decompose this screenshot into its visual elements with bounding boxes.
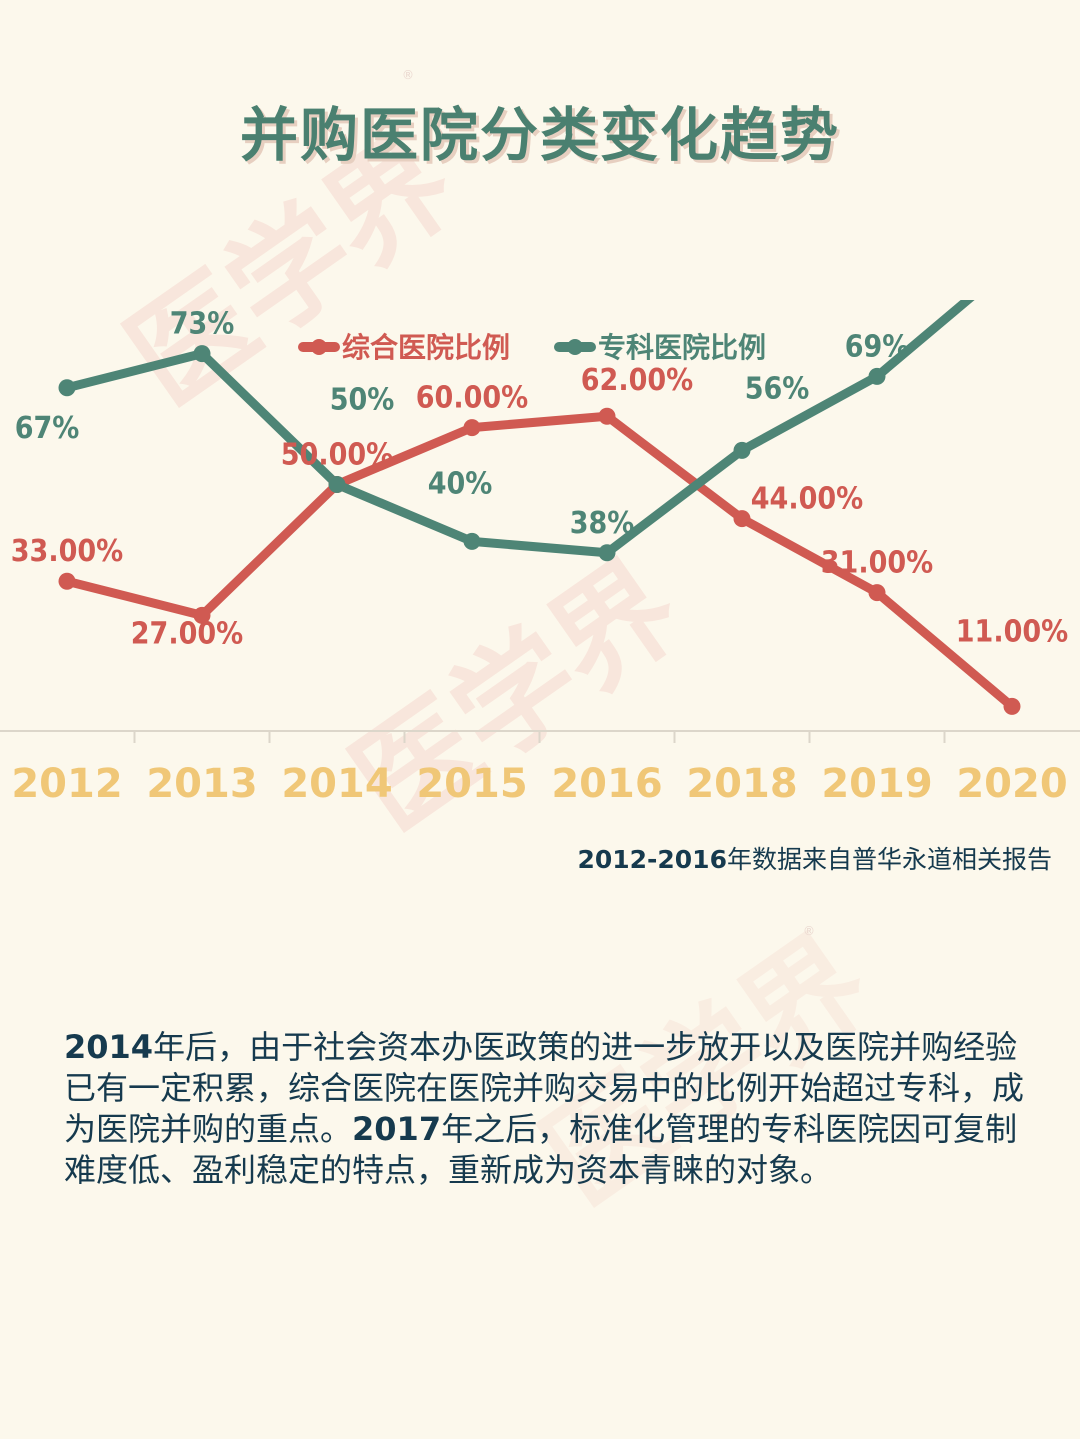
data-point-specialty-2013 — [193, 345, 211, 363]
description-year-2014: 2014 — [64, 1028, 154, 1066]
data-point-specialty-2012 — [58, 379, 76, 397]
x-tick-label-2016: 2016 — [551, 761, 662, 807]
x-tick-label-2012: 2012 — [11, 761, 122, 807]
data-point-specialty-2016 — [598, 544, 616, 562]
x-tick-label-2014: 2014 — [281, 761, 392, 807]
data-point-general-2012 — [58, 572, 76, 590]
watermark-registered-mark: ® — [402, 68, 414, 82]
legend: 综合医院比例 专科医院比例 — [298, 331, 766, 364]
source-years: 2012-2016 — [577, 845, 727, 874]
data-point-general-2015 — [463, 419, 481, 437]
x-axis-ticks — [133, 731, 946, 743]
data-label-general-2013: 27.00% — [131, 616, 243, 651]
data-label-specialty-2016: 38% — [570, 506, 635, 541]
watermark-registered-mark: ® — [803, 924, 815, 938]
data-label-specialty-2015: 40% — [428, 466, 493, 501]
x-tick-label-2019: 2019 — [821, 761, 932, 807]
data-label-specialty-2018: 56% — [745, 371, 810, 406]
data-label-general-2014: 50.00% — [281, 438, 393, 473]
data-label-general-2012: 33.00% — [11, 534, 123, 569]
description-year-2017: 2017 — [352, 1110, 442, 1148]
series-lines — [62, 300, 1017, 711]
data-label-general-2015: 60.00% — [416, 381, 528, 416]
data-source-note: 2012-2016年数据来自普华永道相关报告 — [577, 840, 1052, 876]
legend-label-general: 综合医院比例 — [342, 331, 510, 364]
legend-swatch-marker — [311, 339, 327, 355]
legend-label-specialty: 专科医院比例 — [598, 331, 766, 364]
legend-item-general-hospital: 综合医院比例 — [298, 331, 510, 364]
data-point-specialty-2019 — [868, 367, 886, 385]
data-point-specialty-2018 — [733, 441, 751, 459]
data-point-general-2020 — [1003, 697, 1021, 715]
data-labels: 33.00% 27.00% 50.00% 60.00% 62.00% 44.00% 31.0… — [11, 307, 1068, 652]
x-axis-tick-labels: 2012 2013 2014 2015 2016 2018 2019 2020 — [11, 761, 1067, 807]
series-line-general — [62, 411, 1017, 711]
data-label-general-2019: 31.00% — [821, 546, 933, 581]
x-tick-label-2013: 2013 — [146, 761, 257, 807]
x-tick-label-2015: 2015 — [416, 761, 527, 807]
data-label-specialty-2014: 50% — [330, 383, 395, 418]
data-point-general-2019 — [868, 584, 886, 602]
data-point-specialty-2014 — [328, 476, 346, 493]
data-points — [58, 345, 1021, 715]
data-point-general-2013 — [193, 606, 211, 624]
data-point-specialty-2015 — [463, 532, 481, 550]
legend-swatch-marker — [567, 339, 583, 355]
x-tick-label-2020: 2020 — [956, 761, 1067, 807]
series-line-specialty — [62, 300, 975, 558]
data-label-specialty-2013: 73% — [170, 307, 235, 342]
legend-item-specialty-hospital: 专科医院比例 — [554, 331, 766, 364]
description-text-1: 年后，由于社会资本办医政策的进一步放开以及医院并购经验已有一定积累，综合医院在医… — [64, 1028, 1025, 1148]
chart-title: 并购医院分类变化趋势 — [239, 101, 840, 169]
description-paragraph: 2014年后，由于社会资本办医政策的进一步放开以及医院并购经验已有一定积累，综合… — [64, 1027, 1024, 1191]
source-text: 年数据来自普华永道相关报告 — [726, 845, 1052, 874]
description-text-2: 年之后，标准化管理的专科医院因可复制难度低、盈利稳定的特点，重新成为资本青睐的对… — [64, 1110, 1018, 1189]
data-label-general-2020: 11.00% — [956, 614, 1068, 649]
data-label-general-2018: 44.00% — [751, 482, 863, 517]
data-label-specialty-2019: 69% — [845, 329, 910, 364]
data-point-general-2016 — [598, 407, 616, 425]
x-tick-label-2018: 2018 — [686, 761, 797, 807]
data-point-general-2018 — [733, 510, 751, 528]
data-label-general-2016: 62.00% — [581, 363, 693, 398]
data-label-specialty-2012: 67% — [15, 411, 80, 446]
line-chart: 综合医院比例 专科医院比例 2012 2013 2014 2015 2016 2018 20… — [0, 300, 1080, 807]
